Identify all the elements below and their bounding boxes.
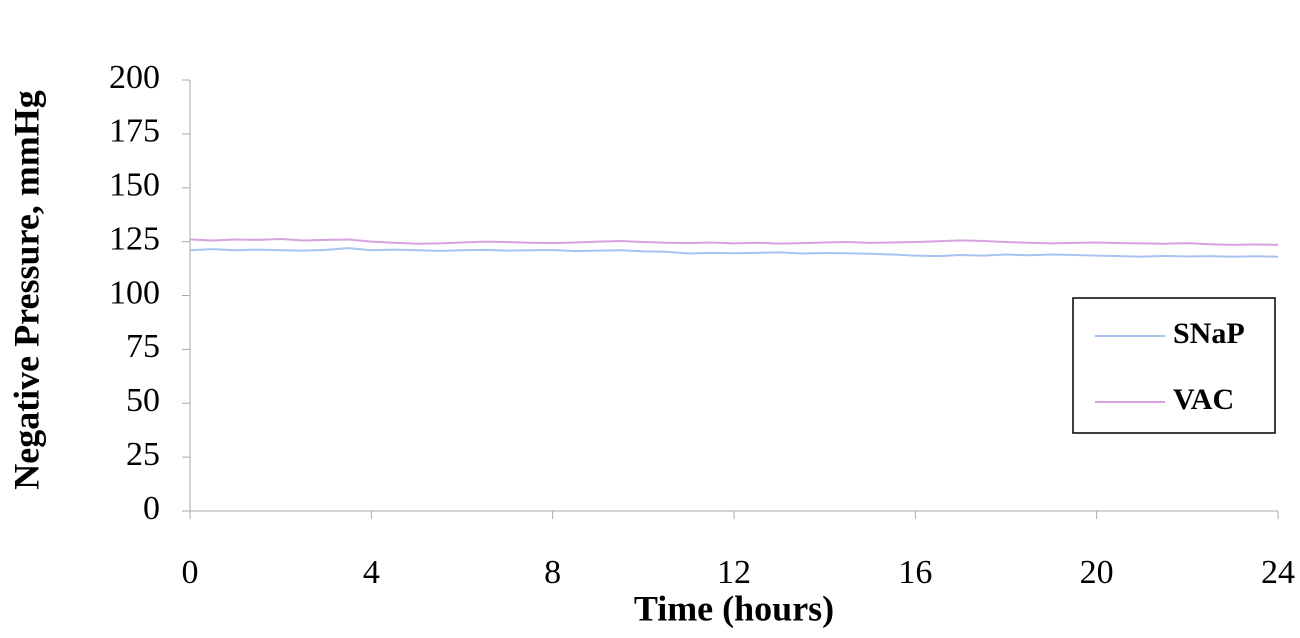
series-line (189, 247, 1279, 258)
y-tick-label: 75 (126, 328, 160, 365)
x-tick-label: 12 (717, 554, 751, 591)
y-tick-label: 0 (143, 490, 160, 527)
legend-label: VAC (1173, 383, 1234, 416)
x-tick-label: 8 (544, 554, 561, 591)
y-tick-label: 25 (126, 436, 160, 473)
y-tick-label: 50 (126, 382, 160, 419)
y-tick-label: 175 (109, 113, 160, 150)
x-axis-title: Time (hours) (634, 588, 834, 628)
y-tick-label: 200 (109, 59, 160, 96)
legend-label: SNaP (1173, 317, 1245, 350)
y-tick-label: 150 (109, 167, 160, 204)
legend-box (1072, 297, 1276, 434)
y-tick-label: 100 (109, 274, 160, 311)
y-axis-title: Negative Pressure, mmHg (6, 90, 46, 490)
series-line (189, 238, 1279, 246)
x-tick-label: 0 (182, 554, 199, 591)
x-tick-label: 20 (1080, 554, 1114, 591)
x-tick-label: 24 (1261, 554, 1295, 591)
x-tick-label: 4 (363, 554, 380, 591)
y-tick-label: 125 (109, 220, 160, 257)
x-tick-label: 16 (898, 554, 932, 591)
